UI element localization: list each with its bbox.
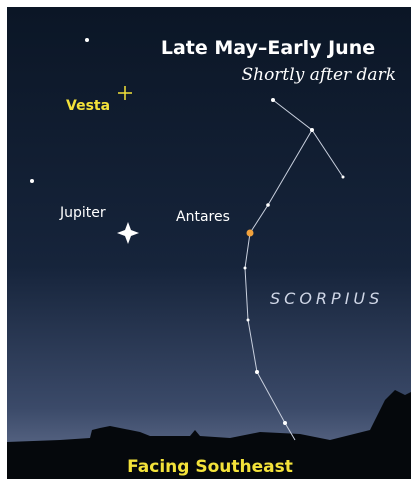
- antares-star: [247, 230, 254, 237]
- title: Late May–Early June: [161, 37, 375, 59]
- subtitle: Shortly after dark: [241, 65, 396, 85]
- antares-label: Antares: [176, 209, 230, 225]
- vesta-label: Vesta: [66, 98, 110, 114]
- footer: Facing Southeast: [127, 457, 293, 477]
- jupiter-label: Jupiter: [59, 205, 106, 221]
- sky-chart: Late May–Early June Shortly after dark V…: [0, 0, 419, 485]
- constellation-label: SCORPIUS: [270, 289, 383, 308]
